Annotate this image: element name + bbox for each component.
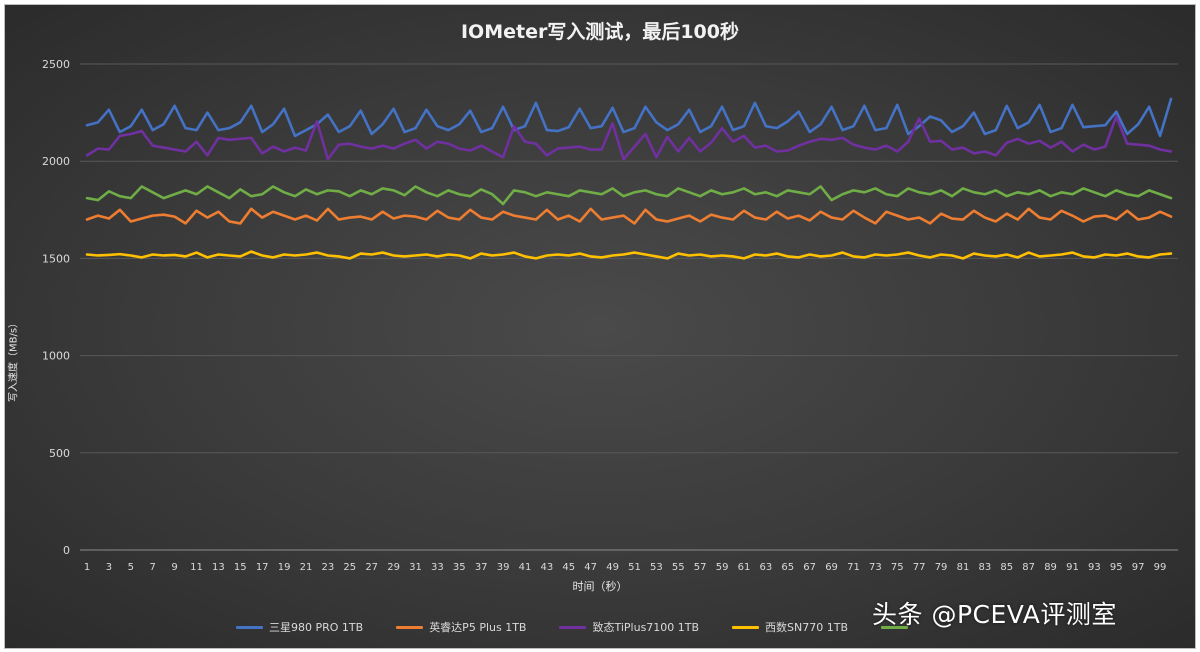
legend-label: 致态TiPlus7100 1TB [592,621,700,634]
legend-label: 西数SN770 1TB [765,621,849,634]
x-tick-label: 99 [1154,562,1167,573]
legend-swatch [236,625,263,629]
series-line-3 [85,115,1173,161]
series-line-1 [85,97,1173,138]
legend-item: 三星980 PRO 1TB [236,619,363,635]
series-line-5 [85,185,1173,206]
x-tick-label: 73 [869,562,882,573]
x-tick-label: 97 [1132,562,1145,573]
legend-label: 三星980 PRO 1TB [269,621,364,634]
x-tick-label: 11 [190,562,203,573]
x-tick-label: 49 [606,562,619,573]
x-tick-label: 19 [278,562,291,573]
legend-item: 致态TiPlus7100 1TB [559,619,699,635]
chart-title: IOMeter写入测试，最后100秒 [460,21,739,43]
legend-swatch [732,625,760,629]
chart-area [4,4,1196,649]
x-tick-label: 37 [475,562,488,573]
x-tick-label: 57 [694,562,707,573]
x-tick-label: 35 [453,562,466,573]
x-tick-label: 87 [1022,562,1035,573]
chart-legend: 三星980 PRO 1TB 英睿达P5 Plus 1TB 致态TiPlus7100 … [236,619,947,635]
x-tick-label: 81 [957,562,970,573]
watermark: 头条 @PCEVA评测室 [872,600,1117,629]
x-tick-label: 53 [650,562,663,573]
y-tick-label: 2000 [42,155,70,168]
x-tick-label: 59 [716,562,729,573]
x-tick-label: 95 [1110,562,1123,573]
x-tick-label: 3 [106,562,112,573]
x-tick-label: 9 [171,562,177,573]
legend-swatch [396,625,424,629]
x-tick-label: 63 [760,562,773,573]
y-axis-label: 写入速度（MB/s） [8,317,20,403]
x-tick-label: 21 [300,562,313,573]
x-tick-label: 77 [913,562,926,573]
y-tick-label: 2500 [42,58,70,71]
y-tick-label: 500 [49,447,70,460]
series-line-4 [85,250,1173,260]
y-tick-label: 1500 [42,252,70,265]
x-tick-label: 41 [519,562,532,573]
x-tick-label: 47 [584,562,597,573]
x-tick-label: 67 [803,562,816,573]
x-tick-label: 89 [1044,562,1057,573]
legend-label: 英睿达P5 Plus 1TB [429,621,527,634]
x-tick-label: 43 [541,562,554,573]
series-line-2 [85,207,1173,225]
legend-item: 西数SN770 1TB [732,619,848,635]
x-tick-label: 85 [1000,562,1013,573]
x-tick-label: 51 [628,562,641,573]
y-tick-label: 1000 [42,350,70,363]
x-tick-label: 5 [128,562,134,573]
x-tick-label: 45 [562,562,575,573]
x-tick-label: 65 [781,562,794,573]
legend-item: 英睿达P5 Plus 1TB [396,619,526,635]
x-tick-label: 75 [891,562,904,573]
x-tick-label: 25 [343,562,356,573]
x-tick-label: 33 [431,562,444,573]
x-tick-label: 13 [212,562,225,573]
x-tick-label: 27 [365,562,378,573]
x-tick-label: 79 [935,562,948,573]
legend-swatch [559,625,587,629]
x-tick-label: 61 [738,562,751,573]
x-tick-label: 23 [322,562,335,573]
legend-item [881,625,914,629]
x-tick-label: 93 [1088,562,1101,573]
x-tick-label: 71 [847,562,860,573]
x-tick-label: 15 [234,562,247,573]
x-tick-label: 29 [387,562,400,573]
x-tick-label: 17 [256,562,269,573]
legend-swatch [881,625,909,629]
x-tick-label: 55 [672,562,685,573]
x-tick-label: 31 [409,562,422,573]
x-axis-label: 时间（秒） [572,580,628,593]
x-tick-label: 69 [825,562,838,573]
x-tick-label: 91 [1066,562,1079,573]
x-tick-label: 39 [497,562,510,573]
y-tick-label: 0 [63,544,70,557]
x-tick-label: 1 [84,562,90,573]
x-tick-label: 83 [978,562,991,573]
x-tick-label: 7 [150,562,156,573]
